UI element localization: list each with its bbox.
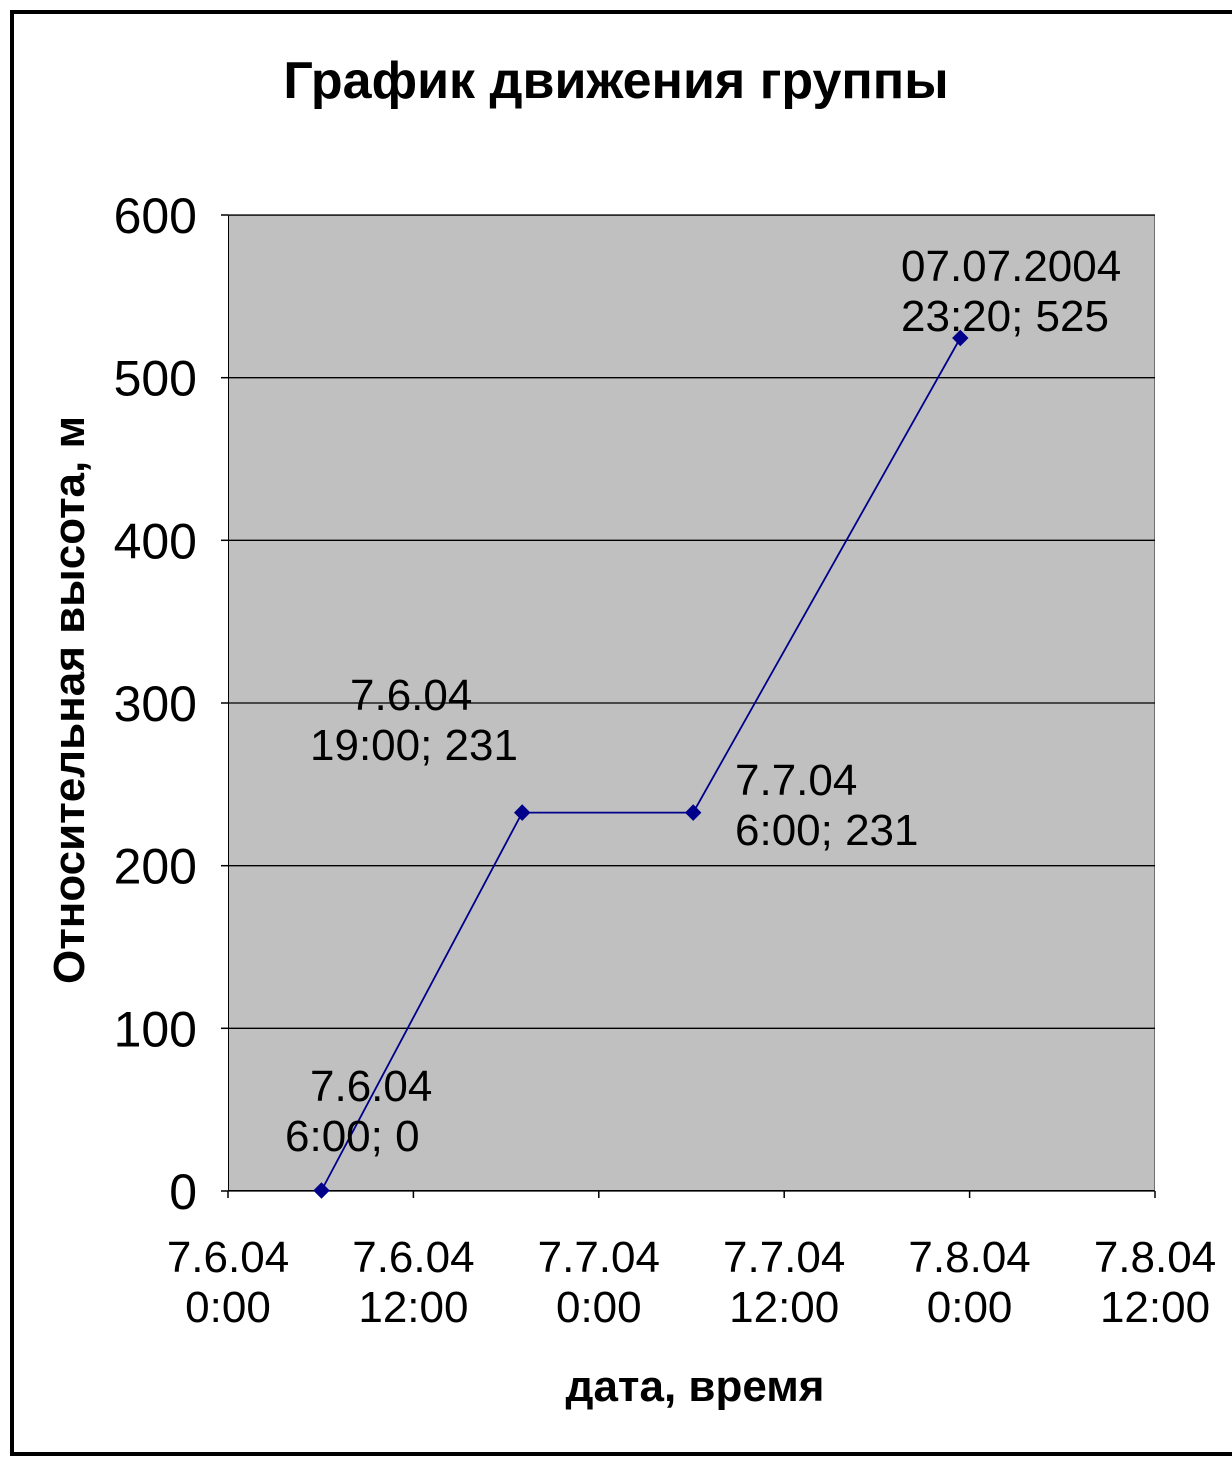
svg-text:7.7.04: 7.7.04 bbox=[723, 1233, 845, 1282]
svg-text:дата, время: дата, время bbox=[566, 1362, 825, 1411]
svg-text:7.6.04: 7.6.04 bbox=[310, 1062, 432, 1111]
svg-text:07.07.2004: 07.07.2004 bbox=[901, 242, 1121, 291]
svg-text:0:00: 0:00 bbox=[556, 1283, 642, 1332]
svg-text:7.7.04: 7.7.04 bbox=[735, 756, 857, 805]
svg-text:0:00: 0:00 bbox=[185, 1283, 271, 1332]
svg-text:19:00; 231: 19:00; 231 bbox=[310, 721, 518, 770]
svg-text:100: 100 bbox=[114, 1001, 197, 1057]
svg-text:400: 400 bbox=[114, 513, 197, 569]
svg-text:7.6.04: 7.6.04 bbox=[352, 1233, 474, 1282]
svg-text:300: 300 bbox=[114, 676, 197, 732]
svg-text:7.6.04: 7.6.04 bbox=[350, 671, 472, 720]
svg-text:6:00; 231: 6:00; 231 bbox=[735, 806, 919, 855]
svg-text:7.8.04: 7.8.04 bbox=[908, 1233, 1030, 1282]
svg-text:7.6.04: 7.6.04 bbox=[167, 1233, 289, 1282]
svg-text:6:00; 0: 6:00; 0 bbox=[285, 1112, 420, 1161]
svg-text:23:20; 525: 23:20; 525 bbox=[901, 292, 1109, 341]
svg-text:7.8.04: 7.8.04 bbox=[1094, 1233, 1216, 1282]
svg-text:7.7.04: 7.7.04 bbox=[538, 1233, 660, 1282]
svg-text:12:00: 12:00 bbox=[1100, 1283, 1210, 1332]
svg-text:12:00: 12:00 bbox=[358, 1283, 468, 1332]
svg-text:600: 600 bbox=[114, 188, 197, 244]
svg-text:500: 500 bbox=[114, 351, 197, 407]
svg-text:0: 0 bbox=[169, 1164, 197, 1220]
svg-text:200: 200 bbox=[114, 839, 197, 895]
svg-text:12:00: 12:00 bbox=[729, 1283, 839, 1332]
svg-text:Относительная высота, м: Относительная высота, м bbox=[45, 416, 94, 984]
svg-text:0:00: 0:00 bbox=[927, 1283, 1013, 1332]
